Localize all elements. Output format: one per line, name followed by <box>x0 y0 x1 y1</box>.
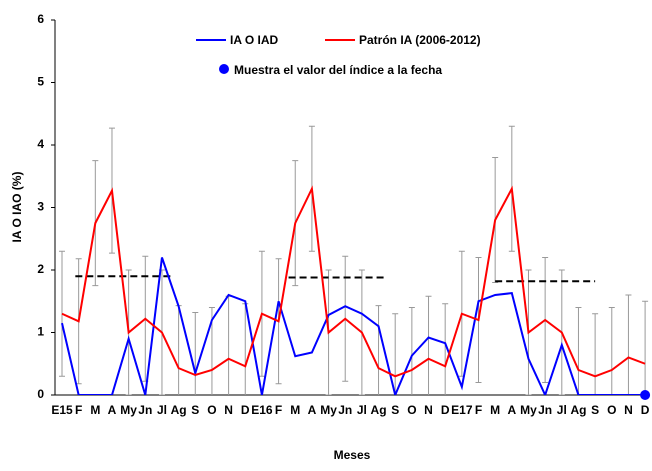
y-tick-label: 0 <box>37 387 44 401</box>
series-line <box>61 257 646 395</box>
x-tick-label: D <box>241 403 250 417</box>
x-tick-label: Ag <box>570 403 586 417</box>
x-tick-label: O <box>407 403 416 417</box>
x-tick-label: D <box>441 403 450 417</box>
x-tick-label: F <box>75 403 82 417</box>
x-tick-label: My <box>520 403 537 417</box>
x-tick-label: E17 <box>451 403 473 417</box>
x-tick-label: A <box>108 403 117 417</box>
x-tick-label: S <box>391 403 399 417</box>
y-tick-label: 2 <box>37 262 44 276</box>
y-tick-label: 6 <box>37 12 44 26</box>
x-tick-label: Jl <box>357 403 367 417</box>
x-tick-label: Jl <box>157 403 167 417</box>
current-value-marker <box>640 390 651 400</box>
legend-label: IA O IAD <box>230 33 279 47</box>
x-tick-label: S <box>191 403 199 417</box>
legend-label: Patrón IA (2006-2012) <box>359 33 481 47</box>
x-tick-label: S <box>591 403 599 417</box>
x-tick-label: M <box>290 403 300 417</box>
x-tick-label: A <box>308 403 317 417</box>
x-tick-label: E15 <box>51 403 73 417</box>
x-tick-label: A <box>507 403 516 417</box>
legend-marker <box>219 64 229 74</box>
plot-area <box>59 125 649 395</box>
x-tick-label: Ag <box>371 403 387 417</box>
x-tick-label: O <box>607 403 616 417</box>
x-tick-label: M <box>490 403 500 417</box>
x-tick-label: D <box>641 403 650 417</box>
x-axis-label: Meses <box>334 448 371 462</box>
x-tick-label: Jn <box>538 403 552 417</box>
x-tick-label: E16 <box>251 403 273 417</box>
x-tick-label: F <box>475 403 482 417</box>
x-tick-label: Jl <box>557 403 567 417</box>
y-tick-label: 4 <box>37 137 44 151</box>
x-tick-label: My <box>320 403 337 417</box>
x-tick-label: N <box>424 403 433 417</box>
legend-marker-label: Muestra el valor del índice a la fecha <box>234 63 442 77</box>
y-axis-label: IA O IAO (%) <box>10 172 24 243</box>
x-tick-label: Ag <box>171 403 187 417</box>
x-tick-label: N <box>224 403 233 417</box>
x-tick-label: My <box>120 403 137 417</box>
x-tick-label: M <box>90 403 100 417</box>
x-tick-label: N <box>624 403 633 417</box>
y-tick-label: 5 <box>37 75 44 89</box>
x-tick-label: F <box>275 403 282 417</box>
x-tick-label: O <box>207 403 216 417</box>
x-tick-label: Jn <box>138 403 152 417</box>
y-tick-label: 3 <box>37 200 44 214</box>
y-tick-label: 1 <box>37 325 44 339</box>
series-line <box>61 185 646 378</box>
x-tick-label: Jn <box>338 403 352 417</box>
